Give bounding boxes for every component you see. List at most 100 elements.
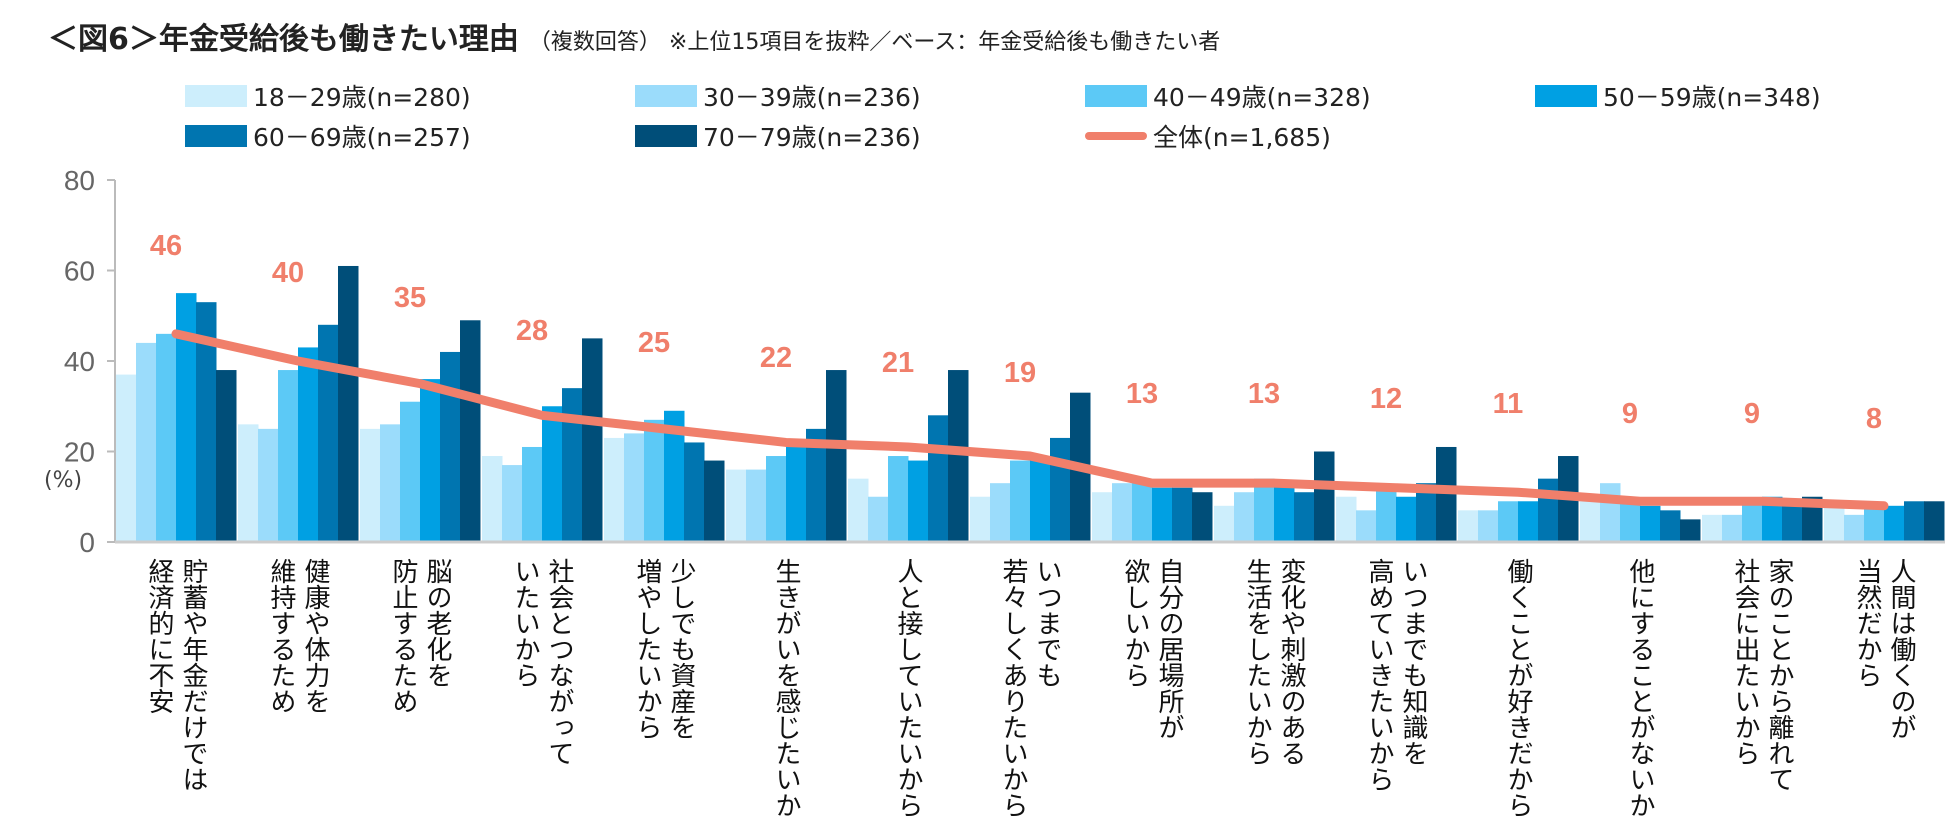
category-label-line: 社会とつながって [544, 558, 574, 766]
legend-label: 18－29歳(n=280) [253, 83, 471, 112]
category-label-line: 健康や体力を [300, 558, 330, 714]
total-data-label: 28 [516, 315, 548, 347]
legend-label: 50－59歳(n=348) [1603, 83, 1821, 112]
total-data-label: 9 [1744, 398, 1760, 430]
legend-item: 60－69歳(n=257) [185, 118, 471, 154]
bar [258, 428, 279, 542]
category-label: 他にすることがないから [1623, 558, 1657, 820]
bar [766, 456, 787, 542]
bar [1844, 514, 1865, 542]
category-label-line: 人と接していたいから [893, 558, 923, 818]
bar [1802, 496, 1823, 542]
bar [928, 415, 949, 542]
total-data-label: 11 [1493, 388, 1524, 420]
bar [1660, 510, 1681, 542]
bar [868, 496, 889, 542]
y-tick-label: 20 [64, 437, 95, 468]
bar [604, 437, 625, 542]
category-label-line: 家のことから離れて [1764, 558, 1794, 792]
bar [644, 419, 665, 542]
bar [1722, 514, 1743, 542]
bar [1762, 496, 1783, 542]
legend-swatch [1085, 132, 1147, 140]
category-label-line: 少しでも資産を [666, 558, 696, 740]
total-data-label: 13 [1248, 378, 1280, 410]
bar [848, 478, 869, 542]
bar [1254, 478, 1275, 542]
bar [1458, 510, 1479, 542]
y-tick-label: 40 [64, 346, 95, 377]
category-label-line: 変化や刺激のある [1276, 558, 1306, 766]
bar [1742, 501, 1763, 542]
bar [502, 465, 523, 542]
category-label: いつまでも 若々しくありたいから [996, 558, 1064, 818]
category-label: 人と接していたいから [891, 558, 925, 818]
bar [1782, 501, 1803, 542]
category-label: 変化や刺激のある 生活をしたいから [1240, 558, 1308, 766]
bar [460, 320, 481, 542]
bar [360, 428, 381, 542]
total-data-label: 22 [760, 342, 792, 374]
bar [116, 374, 137, 542]
category-label-line: 生きがいを感じたいから [771, 558, 801, 820]
legend-swatch [185, 85, 247, 107]
category-label: 健康や体力を 維持するため [264, 558, 332, 714]
category-label: 働くことが好きだから [1501, 558, 1535, 818]
legend-label: 70－79歳(n=236) [703, 123, 921, 152]
category-label: 少しでも資産を 増やしたいから [630, 558, 698, 740]
legend-swatch [1085, 85, 1147, 107]
legend-item: 50－59歳(n=348) [1535, 78, 1821, 114]
bar [1498, 501, 1519, 542]
bar [216, 370, 237, 542]
bar [156, 333, 177, 542]
bar [1336, 496, 1357, 542]
bar [1152, 487, 1173, 542]
category-label-line: 生活をしたいから [1242, 558, 1272, 766]
bar [136, 342, 157, 542]
bar [1356, 510, 1377, 542]
bar [990, 483, 1011, 542]
bar [826, 370, 847, 542]
bar [1274, 483, 1295, 542]
bar [1010, 460, 1031, 542]
category-label-line: 自分の居場所が [1154, 558, 1184, 740]
bar [196, 302, 217, 542]
total-data-label: 25 [638, 327, 670, 359]
category-label: いつまでも知識を 高めていきたいから [1362, 558, 1430, 792]
total-data-label: 35 [394, 282, 426, 314]
bar [1864, 505, 1885, 542]
category-label: 自分の居場所が 欲しいから [1118, 558, 1186, 740]
bar [238, 424, 259, 542]
y-axis-unit: (%) [44, 468, 83, 493]
bar [704, 460, 725, 542]
category-label-line: 他にすることがないから [1625, 558, 1655, 820]
total-line [171, 329, 1889, 511]
legend-label: 30－39歳(n=236) [703, 83, 921, 112]
bar [278, 370, 299, 542]
category-label: 貯蓄や年金だけでは 経済的に不安 [142, 558, 210, 792]
bar [948, 370, 969, 542]
bar [1702, 514, 1723, 542]
bar [1132, 483, 1153, 542]
bar [684, 442, 705, 542]
y-tick-label: 0 [79, 527, 95, 558]
bar [1234, 492, 1255, 542]
bar [1294, 492, 1315, 542]
bar [1092, 492, 1113, 542]
bar [786, 446, 807, 542]
bar [542, 406, 563, 542]
bar [806, 428, 827, 542]
total-data-label: 46 [150, 230, 182, 262]
bar [1924, 501, 1945, 542]
bar [726, 469, 747, 542]
bar [1518, 501, 1539, 542]
bar [1396, 496, 1417, 542]
bar [1620, 501, 1641, 542]
bar [1050, 437, 1071, 542]
bar [1192, 492, 1213, 542]
bar [1580, 501, 1601, 542]
bar [380, 424, 401, 542]
legend-item: 40－49歳(n=328) [1085, 78, 1371, 114]
